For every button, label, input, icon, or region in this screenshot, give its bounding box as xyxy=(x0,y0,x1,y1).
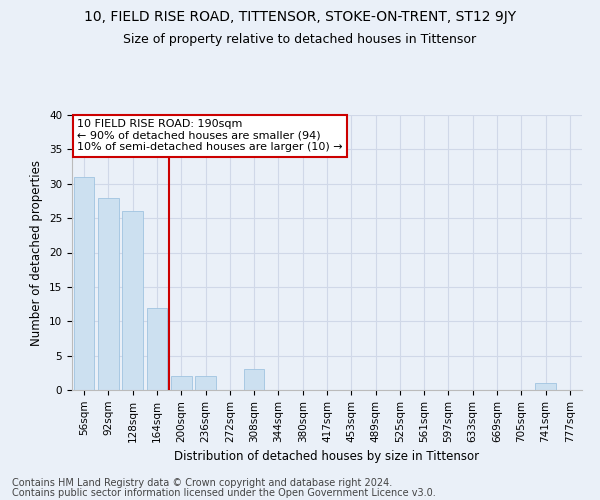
Bar xyxy=(146,308,167,390)
Text: 10 FIELD RISE ROAD: 190sqm
← 90% of detached houses are smaller (94)
10% of semi: 10 FIELD RISE ROAD: 190sqm ← 90% of deta… xyxy=(77,119,343,152)
Bar xyxy=(98,198,119,390)
Bar xyxy=(122,211,143,390)
Text: 10, FIELD RISE ROAD, TITTENSOR, STOKE-ON-TRENT, ST12 9JY: 10, FIELD RISE ROAD, TITTENSOR, STOKE-ON… xyxy=(84,10,516,24)
Bar xyxy=(74,177,94,390)
Y-axis label: Number of detached properties: Number of detached properties xyxy=(31,160,43,346)
Bar xyxy=(171,376,191,390)
Text: Contains HM Land Registry data © Crown copyright and database right 2024.: Contains HM Land Registry data © Crown c… xyxy=(12,478,392,488)
Text: Size of property relative to detached houses in Tittensor: Size of property relative to detached ho… xyxy=(124,32,476,46)
X-axis label: Distribution of detached houses by size in Tittensor: Distribution of detached houses by size … xyxy=(175,450,479,463)
Text: Contains public sector information licensed under the Open Government Licence v3: Contains public sector information licen… xyxy=(12,488,436,498)
Bar xyxy=(535,383,556,390)
Bar xyxy=(244,370,265,390)
Bar xyxy=(195,376,216,390)
